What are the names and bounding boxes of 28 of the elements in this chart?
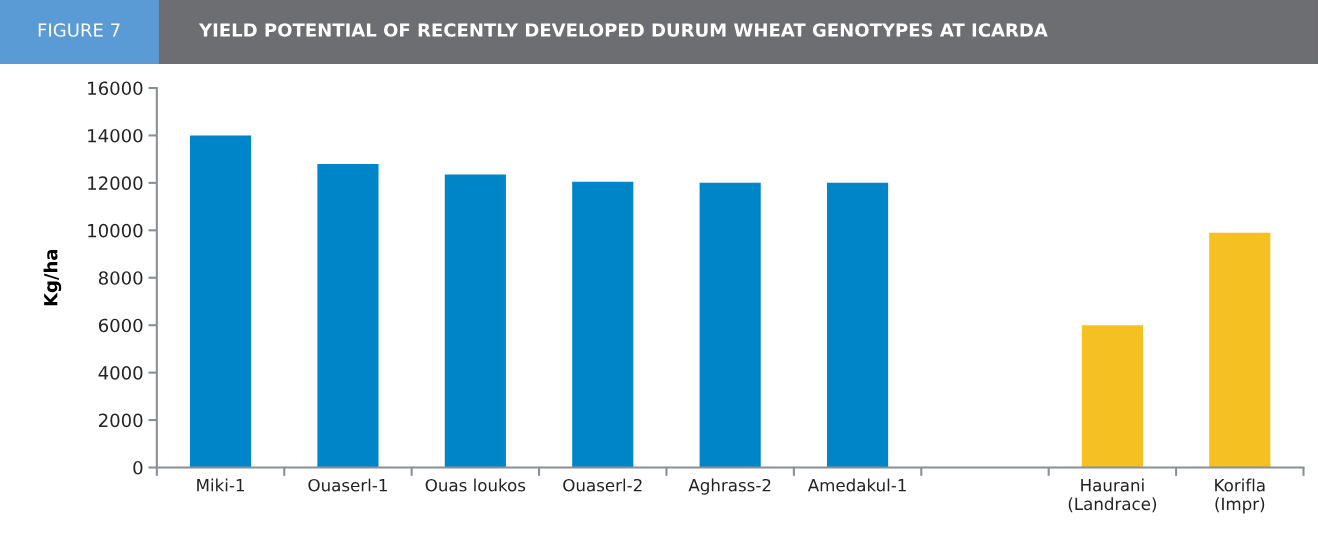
bar — [444, 174, 506, 468]
y-tick-label: 14000 — [88, 128, 143, 143]
chart-title: YIELD POTENTIAL OF RECENTLY DEVELOPED DURUM WHEAT GENOTYPES AT ICARDA — [198, 23, 1048, 37]
x-tick-label: Ouaserl-1 — [308, 478, 387, 492]
bar — [317, 163, 379, 468]
caption: FIGURE 7 — [38, 23, 120, 37]
x-tick-label: Korifla (Impr) — [1215, 478, 1265, 514]
x-tick-label: Amedakul-1 — [807, 478, 906, 492]
y-tick-label: 4000 — [98, 366, 143, 380]
x-tick-label: Haurani (Landrace) — [1068, 478, 1157, 513]
y-tick-label: 8000 — [98, 271, 143, 285]
y-axis-title: Kg/ha — [43, 249, 62, 306]
y-tick-label: 16000 — [88, 81, 143, 96]
bar — [699, 182, 761, 468]
x-tick-label: Aghrass-2 — [688, 478, 771, 495]
y-tick-label: 0 — [133, 460, 143, 475]
y-tick-label: 2000 — [99, 413, 143, 428]
y-tick-label: 6000 — [98, 318, 143, 333]
x-tick-label: Miki-1 — [197, 478, 244, 492]
x-tick-label: Ouaserl-2 — [563, 478, 642, 492]
y-tick-label: 10000 — [88, 223, 143, 238]
x-tick-label: Ouas loukos — [425, 478, 526, 492]
bar — [572, 181, 634, 468]
bar — [189, 135, 252, 468]
bar — [1081, 325, 1143, 468]
bar — [1209, 232, 1271, 468]
bar — [827, 182, 889, 468]
y-tick-label: 12000 — [88, 176, 143, 190]
